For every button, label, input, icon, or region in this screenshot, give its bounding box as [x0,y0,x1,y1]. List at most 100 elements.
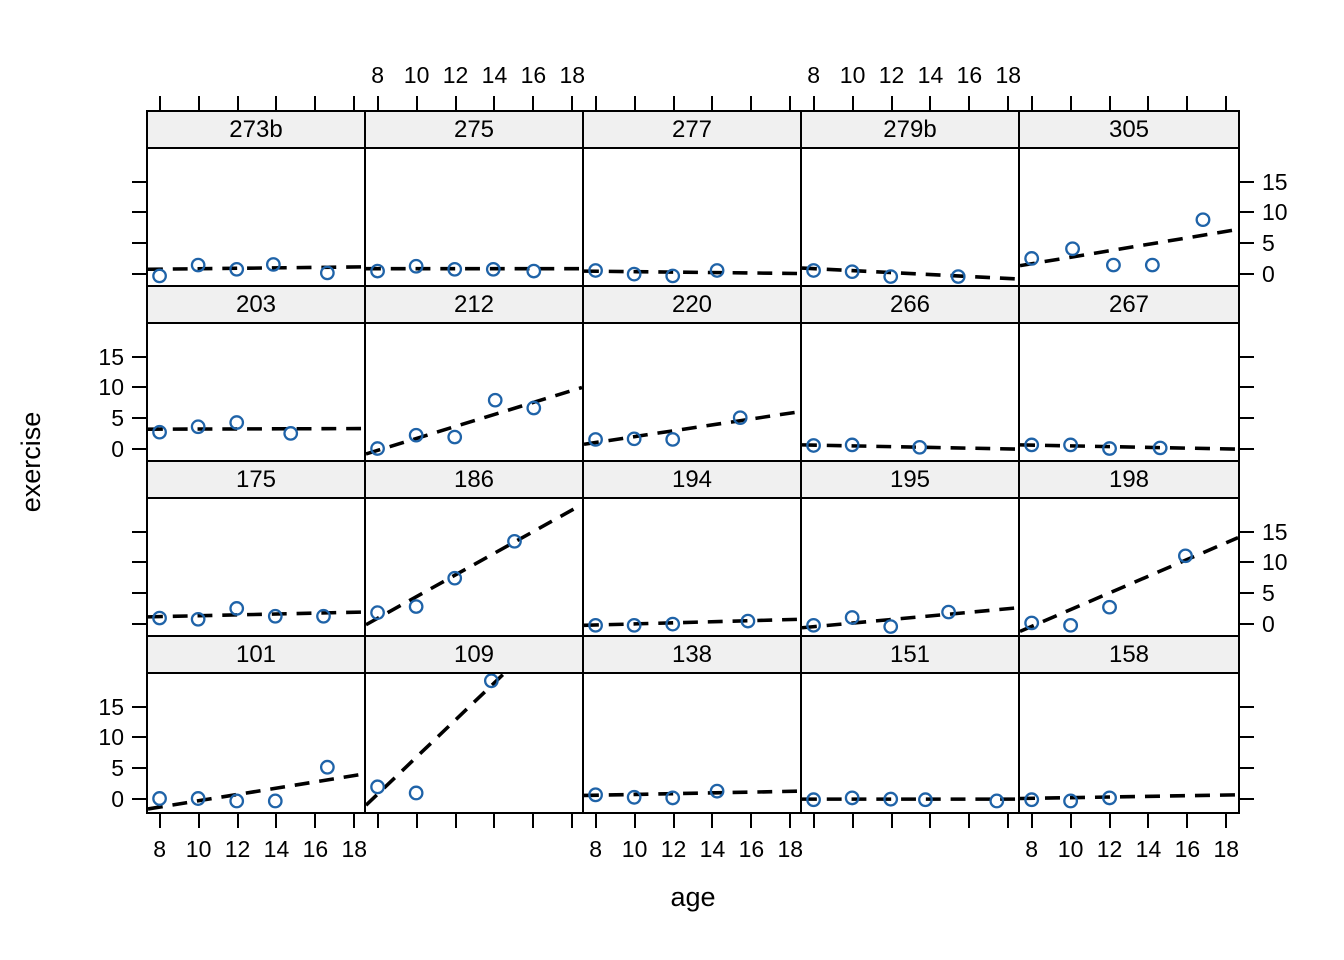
panel-220: 220 [584,287,802,462]
y-tick-label-right: 10 [1262,199,1288,226]
x-tick-bottom [711,814,714,828]
data-point [1102,441,1117,456]
panel-strip-label: 158 [1020,637,1238,674]
x-tick-bottom [493,814,496,828]
x-tick-label-bottom: 12 [224,836,251,862]
panel-strip-label: 305 [1020,112,1238,149]
panel-svg [366,502,582,627]
panel-svg [366,674,507,807]
x-tick-bottom [594,814,597,828]
trend-line [584,409,800,447]
data-point [883,619,899,634]
data-point [370,779,385,795]
x-tick-top [1069,96,1072,110]
y-tick-label-left: 0 [111,435,124,462]
data-point [844,610,860,625]
x-tick-label-top: 8 [371,62,385,88]
panel-plot-area [366,324,582,460]
x-tick-bottom [532,814,535,828]
panel-plot-area [584,149,800,285]
y-tick-left [132,530,146,533]
data-point [844,437,860,453]
x-tick-label-bottom: 18 [341,836,368,862]
x-tick-top [594,96,597,110]
data-point [1144,257,1160,273]
y-tick-left [132,272,146,275]
x-tick-bottom [376,814,379,828]
x-tick-bottom [1147,814,1150,828]
panel-plot-area [148,324,364,460]
x-tick-label-bottom: 16 [1174,836,1201,862]
data-point [806,438,821,453]
panel-277: 277 [584,112,802,287]
x-tick-label-bottom: 8 [153,836,167,862]
data-point [267,608,283,624]
data-point [709,783,725,799]
y-tick-label-right: 5 [1262,579,1275,606]
y-tick-right [1240,591,1254,594]
data-point [1024,792,1040,808]
x-tick-label-top: 18 [995,62,1022,88]
data-point [1102,790,1117,806]
x-tick-label-top: 18 [559,62,586,88]
panel-strip-label: 277 [584,112,800,149]
data-point [918,792,933,808]
data-point [483,674,499,689]
panel-plot-area [366,674,582,812]
data-point [229,793,245,809]
panel-svg [148,415,364,441]
trend-line [584,269,800,276]
data-point [319,759,335,775]
x-tick-label-top: 10 [403,62,430,88]
panel-strip-label: 266 [802,287,1018,324]
data-point [626,617,642,633]
panel-plot-area [366,499,582,635]
panel-151: 151 [802,637,1020,812]
panel-grid: 273b 275 277 279b 305 203 212 220 266 267 175 186 19… [146,110,1240,814]
data-point [1024,251,1040,266]
data-point [912,439,928,455]
panel-158: 158 [1020,637,1238,812]
trend-line [584,617,800,628]
panel-195: 195 [802,462,1020,637]
data-point [487,392,503,408]
trend-line [366,674,507,807]
x-tick-top [532,96,535,110]
data-point [229,415,245,430]
y-tick-left [132,180,146,183]
data-point [1102,599,1117,615]
data-point [1063,793,1079,809]
x-tick-bottom [353,814,356,828]
data-point [626,431,642,447]
panel-strip-label: 273b [148,112,364,149]
y-tick-right [1240,447,1254,450]
data-point [883,791,899,807]
panel-plot-area [802,149,1018,285]
y-axis-title: exercise [16,411,46,513]
x-tick-top [236,96,239,110]
panel-svg [802,263,1018,284]
x-tick-bottom [454,814,457,828]
y-tick-left [132,241,146,244]
data-point [665,268,681,284]
x-tick-bottom [968,814,971,828]
panel-strip-label: 138 [584,637,800,674]
x-tick-bottom [197,814,200,828]
data-point [709,263,725,278]
panel-strip-label: 198 [1020,462,1238,499]
y-tick-right [1240,241,1254,244]
x-tick-top [314,96,317,110]
x-tick-top [1108,96,1111,110]
panel-svg [148,601,364,627]
x-tick-top [1186,96,1189,110]
data-point [806,792,821,808]
x-tick-top [890,96,893,110]
panel-203: 203 [148,287,366,462]
panel-109: 109 [366,637,584,812]
x-tick-bottom [415,814,418,828]
y-tick-left [132,447,146,450]
x-tick-label-top: 12 [878,62,905,88]
trend-line [802,443,1018,451]
data-point [408,785,424,801]
panel-plot-area [148,499,364,635]
